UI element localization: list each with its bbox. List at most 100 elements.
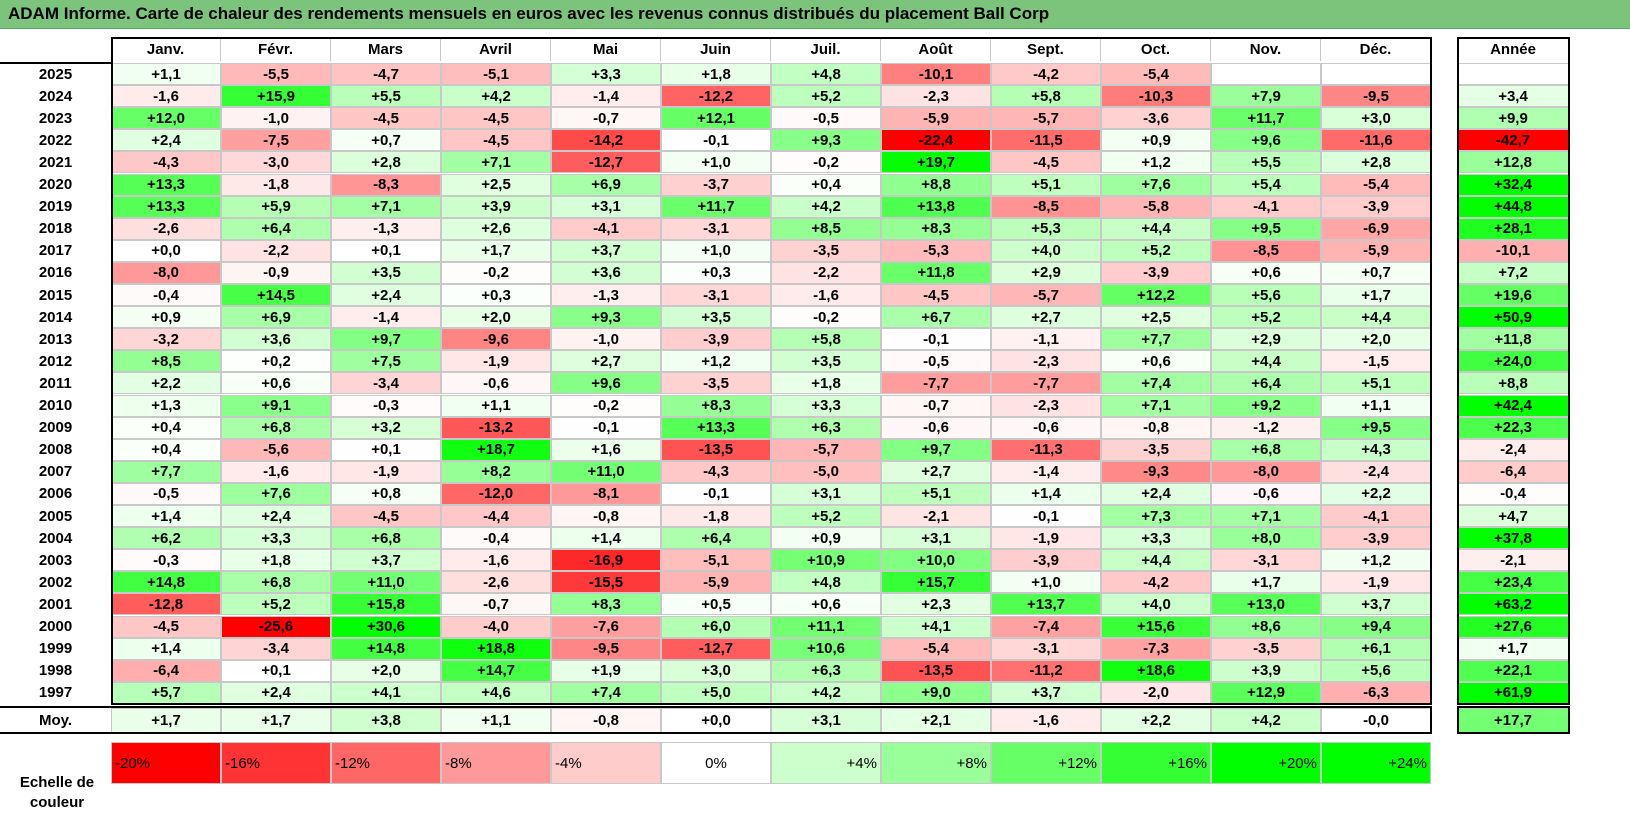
heatmap-cell: +1,4 (551, 527, 661, 550)
heatmap-cell: -7,7 (991, 372, 1101, 395)
heatmap-cell: +18,8 (441, 637, 551, 660)
year-label: 1997 (38, 684, 73, 702)
heatmap-cell: -3,1 (1211, 549, 1321, 572)
heatmap-cell: +2,4 (331, 284, 441, 307)
heatmap-cell: +18,7 (441, 438, 551, 461)
heatmap-cell: +5,0 (661, 681, 771, 704)
annual-cell: +44,8 (1457, 195, 1569, 218)
color-scale-stop: +20% (1211, 742, 1321, 784)
heatmap-cell: +2,0 (441, 306, 551, 329)
heatmap-cell: +3,5 (331, 261, 441, 284)
month-header: Janv. (111, 37, 221, 61)
heatmap-cell: +9,1 (221, 394, 331, 417)
heatmap-cell: -2,6 (441, 571, 551, 594)
heatmap-cell: -0,2 (771, 151, 881, 174)
year-label: 2011 (39, 374, 72, 392)
annual-cell: +42,4 (1457, 394, 1569, 417)
heatmap-cell: -0,6 (441, 372, 551, 395)
heatmap-cell: +1,4 (991, 482, 1101, 505)
heatmap-cell: +11,7 (661, 195, 771, 218)
heatmap-cell: -0,4 (441, 527, 551, 550)
heatmap-cell: +4,1 (881, 615, 991, 638)
annual-cell: +23,4 (1457, 571, 1569, 594)
heatmap-cell: -0,8 (1101, 416, 1211, 439)
heatmap-cell: -0,1 (551, 416, 661, 439)
heatmap-cell: +5,5 (331, 85, 441, 108)
heatmap-cell: +2,2 (111, 372, 221, 395)
color-scale-stop: -4% (551, 742, 661, 784)
heatmap-cell: +2,8 (1321, 151, 1431, 174)
heatmap-cell: +8,5 (111, 350, 221, 373)
annual-cell: +63,2 (1457, 593, 1569, 616)
heatmap-cell: -14,2 (551, 129, 661, 152)
heatmap-cell: -9,3 (1101, 460, 1211, 483)
heatmap-cell: -1,1 (991, 328, 1101, 351)
heatmap-cell: -1,9 (331, 460, 441, 483)
heatmap-cell: +0,9 (1101, 129, 1211, 152)
heatmap-cell: +1,3 (111, 394, 221, 417)
heatmap-cell: -4,5 (441, 129, 551, 152)
month-header: Oct. (1101, 37, 1211, 61)
heatmap-cell: +2,5 (1101, 306, 1211, 329)
heatmap-cell: -3,9 (1321, 527, 1431, 550)
heatmap-cell: +2,9 (991, 261, 1101, 284)
heatmap-cell: +5,9 (221, 195, 331, 218)
heatmap-cell: -0,2 (551, 394, 661, 417)
heatmap-cell: +9,6 (1211, 129, 1321, 152)
heatmap-cell: +2,7 (551, 350, 661, 373)
year-label: 2016 (38, 264, 73, 282)
heatmap-cell: -25,6 (221, 615, 331, 638)
average-cell: -1,6 (991, 708, 1101, 733)
heatmap-cell: +1,4 (111, 505, 221, 528)
heatmap-cell: +11,1 (771, 615, 881, 638)
heatmap-cell: +11,7 (1211, 107, 1321, 130)
heatmap-cell: +6,4 (661, 527, 771, 550)
heatmap-cell: +1,0 (661, 239, 771, 262)
heatmap-cell: +3,9 (441, 195, 551, 218)
heatmap-cell: +1,7 (441, 239, 551, 262)
heatmap-cell: +5,5 (1211, 151, 1321, 174)
heatmap-cell: +2,4 (1101, 482, 1211, 505)
heatmap-cell: -0,9 (221, 261, 331, 284)
annual-cell: -42,7 (1457, 129, 1569, 152)
heatmap-cell: +5,2 (221, 593, 331, 616)
heatmap-cell: -7,7 (881, 372, 991, 395)
heatmap-cell: -1,6 (111, 85, 221, 108)
heatmap-cell: -4,5 (331, 505, 441, 528)
heatmap-cell: -8,0 (1211, 460, 1321, 483)
heatmap-cell: +9,3 (551, 306, 661, 329)
heatmap-cell: +2,6 (441, 217, 551, 240)
heatmap-cell: +5,8 (991, 85, 1101, 108)
heatmap-cell: +3,7 (551, 239, 661, 262)
heatmap-cell: +7,7 (1101, 328, 1211, 351)
heatmap-cell: +0,7 (331, 129, 441, 152)
heatmap-cell: -0,5 (111, 482, 221, 505)
heatmap-cell: +5,1 (991, 173, 1101, 196)
heatmap-cell: -3,5 (1211, 637, 1321, 660)
heatmap-cell: +5,2 (771, 505, 881, 528)
heatmap-cell: -2,0 (1101, 681, 1211, 704)
heatmap-cell: -1,8 (661, 505, 771, 528)
color-scale-stop: +24% (1321, 742, 1431, 784)
average-cell: +2,1 (881, 708, 991, 733)
heatmap-cell: +7,1 (331, 195, 441, 218)
heatmap-cell: -12,7 (551, 151, 661, 174)
heatmap-cell: +6,0 (661, 615, 771, 638)
heatmap-cell: -4,5 (111, 615, 221, 638)
heatmap-cell: -0,6 (1211, 482, 1321, 505)
average-cell: +1,7 (221, 708, 331, 733)
heatmap-cell: +5,2 (1101, 239, 1211, 262)
annual-cell: -6,4 (1457, 460, 1569, 483)
heatmap-cell: +7,4 (1101, 372, 1211, 395)
heatmap-cell: -5,9 (881, 107, 991, 130)
heatmap-cell: +9,3 (771, 129, 881, 152)
heatmap-cell: -0,5 (881, 350, 991, 373)
heatmap-cell: -3,9 (1321, 195, 1431, 218)
average-cell: +3,8 (331, 708, 441, 733)
heatmap-cell: -8,5 (1211, 239, 1321, 262)
heatmap-cell: +3,7 (1321, 593, 1431, 616)
heatmap-cell: -4,5 (991, 151, 1101, 174)
year-label: 2008 (38, 441, 73, 459)
heatmap-cell: -3,1 (661, 217, 771, 240)
heatmap-cell: +8,0 (1211, 527, 1321, 550)
